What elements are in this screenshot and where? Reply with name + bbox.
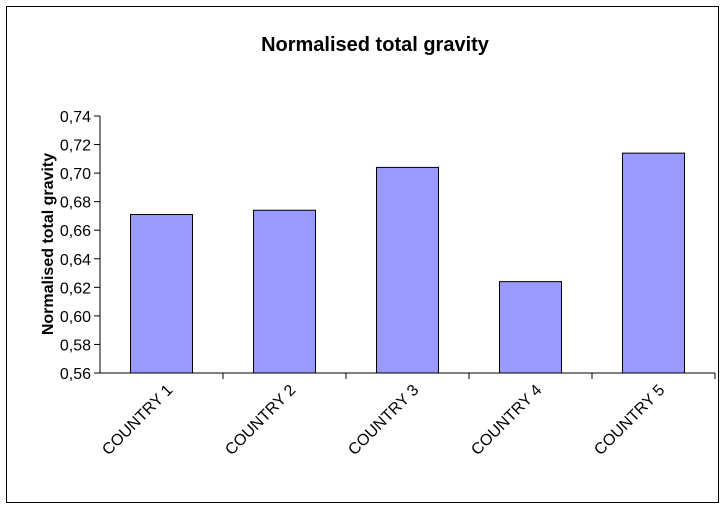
y-tick-label: 0,70 [60, 166, 91, 183]
x-tick-label: COUNTRY 4 [468, 382, 545, 459]
x-axis-labels: COUNTRY 1 COUNTRY 2 COUNTRY 3 COUNTRY 4 COUN… [99, 373, 716, 459]
bar-5 [622, 152, 685, 374]
y-tick-label: 0,56 [60, 366, 91, 383]
y-tick-label: 0,72 [60, 138, 91, 155]
y-tick-label: 0,58 [60, 337, 91, 354]
bar-3 [376, 166, 439, 374]
x-tick-label: COUNTRY 1 [99, 382, 176, 459]
y-tick-label: 0,66 [60, 223, 91, 240]
bar-2 [253, 209, 316, 374]
y-tick-label: 0,68 [60, 195, 91, 212]
bar-4 [499, 281, 562, 374]
y-tick-label: 0,64 [60, 252, 91, 269]
bars [130, 152, 685, 374]
x-tick-label: COUNTRY 3 [345, 382, 422, 459]
chart-frame [6, 6, 719, 503]
y-tick-label: 0,62 [60, 280, 91, 297]
y-tick-label: 0,60 [60, 309, 91, 326]
y-axis-ticks: 0,56 0,58 0,60 0,62 0,64 0,66 0,68 0,70 0,72 0,74 [60, 109, 100, 383]
x-tick-label: COUNTRY 5 [591, 382, 668, 459]
bar-1 [130, 214, 193, 374]
chart-title: Normalised total gravity [261, 34, 490, 56]
y-tick-label: 0,74 [60, 109, 91, 126]
x-tick-label: COUNTRY 2 [222, 382, 299, 459]
y-axis-label: Normalised total gravity [40, 153, 57, 335]
